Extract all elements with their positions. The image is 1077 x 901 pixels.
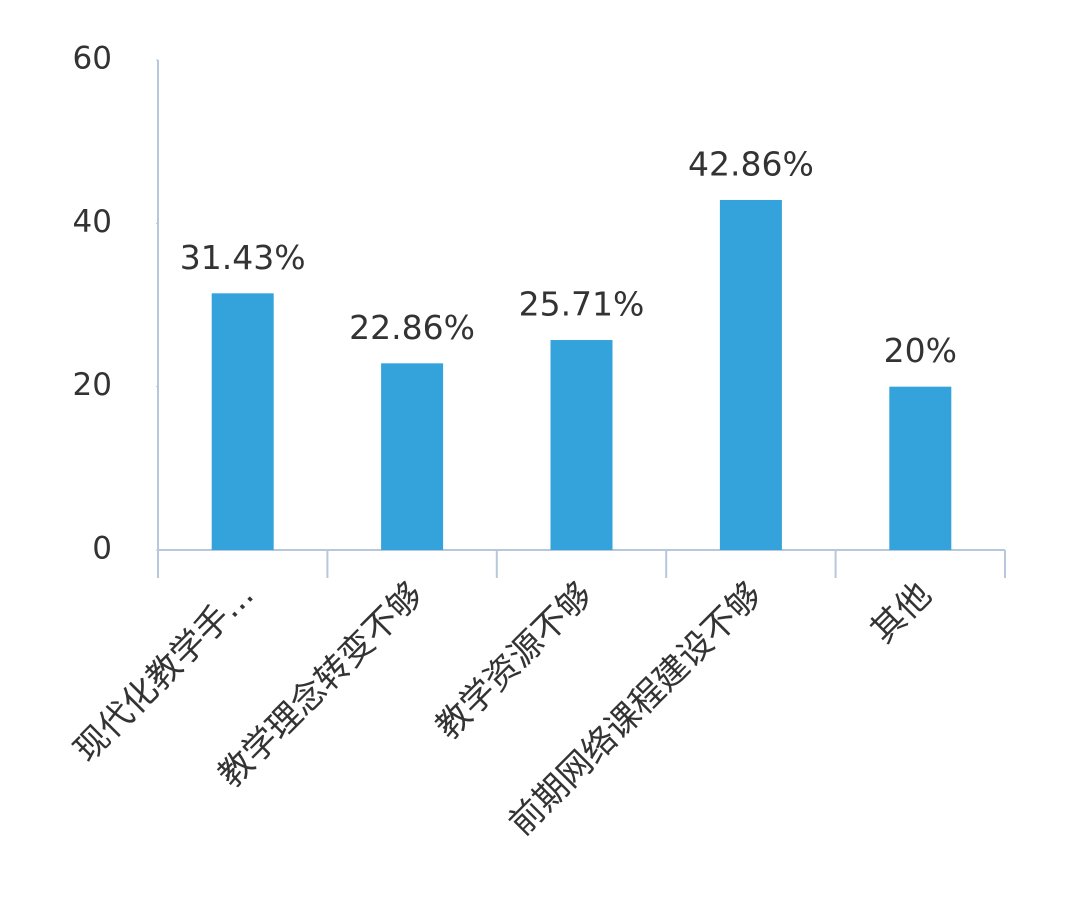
bar	[889, 386, 952, 550]
bar	[211, 293, 274, 550]
value-label: 31.43%	[180, 238, 306, 277]
y-tick-label: 40	[73, 204, 112, 240]
x-tick-label: 其他	[863, 575, 939, 651]
x-tick-label: 教学资源不够	[428, 575, 601, 748]
x-tick-label: 现代化教学手...	[66, 575, 261, 770]
bar	[381, 363, 444, 550]
value-label: 25.71%	[519, 285, 645, 324]
value-label: 22.86%	[349, 308, 475, 347]
bar	[550, 340, 613, 550]
bar	[719, 199, 782, 550]
value-label: 20%	[884, 331, 957, 370]
y-tick-label: 60	[73, 41, 112, 77]
y-tick-label: 20	[73, 367, 112, 403]
y-tick-label: 0	[92, 531, 112, 567]
value-label: 42.86%	[688, 144, 814, 183]
